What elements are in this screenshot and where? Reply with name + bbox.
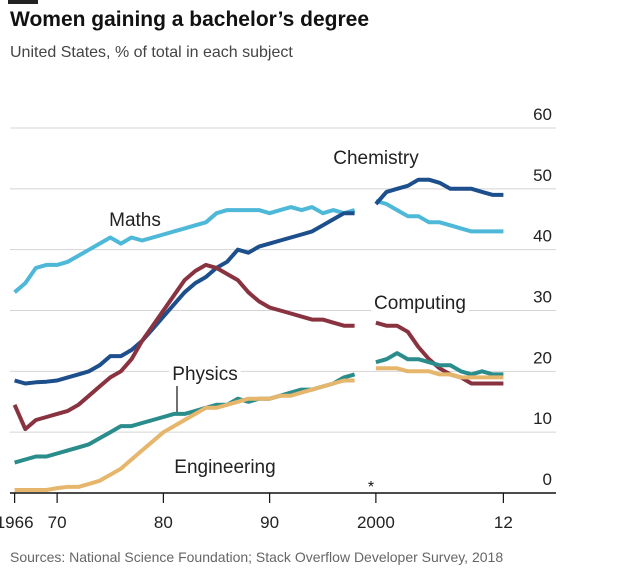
y-tick-label: 50 bbox=[533, 166, 552, 185]
series-label: Engineering bbox=[174, 457, 275, 478]
label-bg bbox=[371, 293, 469, 314]
series-line bbox=[12, 262, 504, 432]
series-label: Maths bbox=[109, 210, 161, 231]
series-line bbox=[14, 351, 504, 465]
series-label: Chemistry bbox=[333, 148, 419, 169]
tag-bar bbox=[8, 0, 38, 4]
x-tick-label: 1966 bbox=[0, 513, 34, 532]
y-tick-label: 40 bbox=[533, 227, 552, 246]
series-line bbox=[14, 366, 504, 492]
label-bg bbox=[106, 210, 164, 231]
x-tick-label: 12 bbox=[494, 513, 513, 532]
label-bg bbox=[330, 148, 423, 169]
x-tick-label: 80 bbox=[154, 513, 173, 532]
y-tick-label: 0 bbox=[543, 470, 552, 489]
label-bg bbox=[171, 457, 279, 478]
y-tick-label: 60 bbox=[533, 105, 552, 124]
series-label: Computing bbox=[374, 293, 466, 314]
x-tick-label: 2000 bbox=[357, 513, 395, 532]
annotation: * bbox=[368, 479, 374, 496]
label-bg bbox=[169, 364, 241, 385]
series-line bbox=[14, 177, 504, 386]
x-tick-label: 90 bbox=[260, 513, 279, 532]
x-tick-label: 70 bbox=[48, 513, 67, 532]
series-line bbox=[13, 199, 504, 294]
chart-title: Women gaining a bachelor’s degree bbox=[10, 8, 369, 31]
y-tick-label: 20 bbox=[533, 348, 552, 367]
series-label: Physics bbox=[172, 364, 237, 385]
y-tick-label: 30 bbox=[533, 288, 552, 307]
y-tick-label: 10 bbox=[533, 409, 552, 428]
chart-subtitle: United States, % of total in each subjec… bbox=[10, 44, 293, 61]
source: Sources: National Science Foundation; St… bbox=[10, 549, 503, 565]
